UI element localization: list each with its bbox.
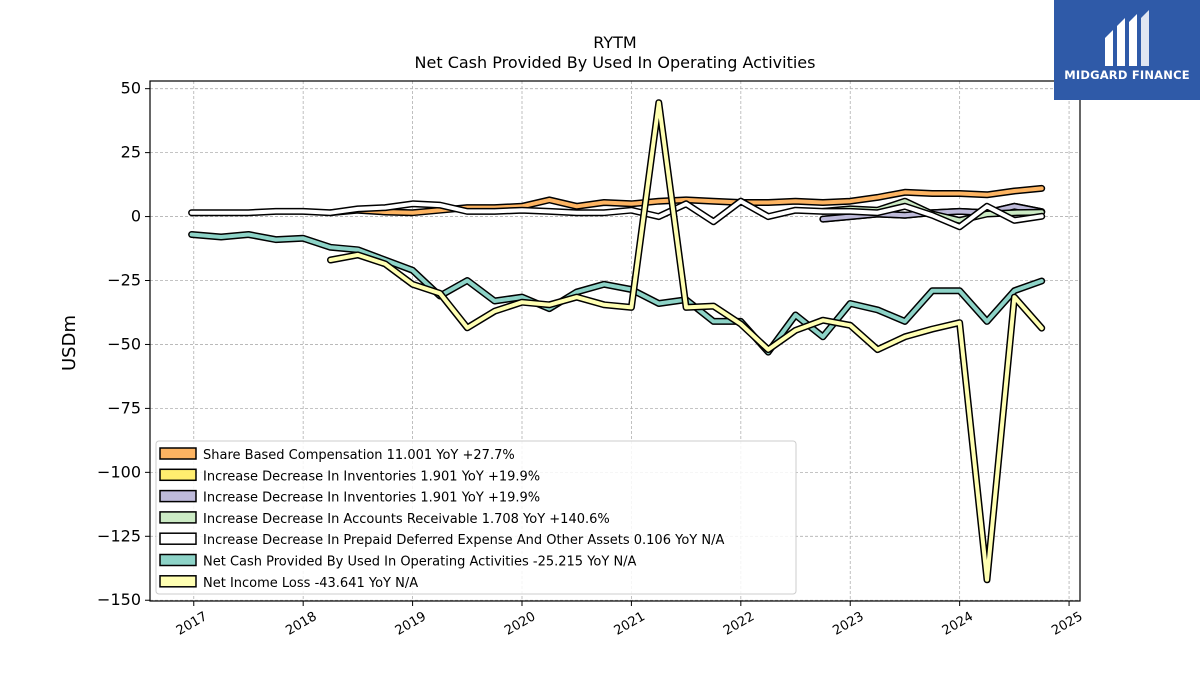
- y-tick-label: 0: [131, 207, 141, 226]
- y-tick-label: −75: [107, 398, 141, 417]
- legend-swatch: [159, 575, 197, 588]
- legend-label: Net Income Loss -43.641 YoY N/A: [203, 576, 418, 591]
- legend-label: Net Cash Provided By Used In Operating A…: [203, 555, 637, 570]
- legend-label: Share Based Compensation 11.001 YoY +27.…: [203, 448, 515, 463]
- y-tick-label: −25: [107, 271, 141, 290]
- legend-swatch: [159, 489, 197, 503]
- chart-title: RYTM: [593, 33, 636, 52]
- series-line: [189, 199, 1044, 229]
- legend-swatch: [159, 468, 197, 482]
- series-line: [189, 232, 1044, 355]
- y-tick-label: 25: [121, 143, 141, 162]
- y-tick-label: −50: [107, 334, 141, 353]
- plot-frame: [149, 80, 1081, 602]
- legend-swatch: [159, 532, 197, 545]
- y-tick-label: −100: [97, 462, 141, 481]
- legend-label: Increase Decrease In Inventories 1.901 Y…: [203, 469, 540, 484]
- y-tick-label: −150: [97, 590, 141, 609]
- series-line: [328, 100, 1044, 582]
- logo-mark-icon: [1105, 10, 1149, 66]
- chart-subtitle: Net Cash Provided By Used In Operating A…: [415, 53, 816, 72]
- legend-box: [155, 440, 797, 595]
- y-tick-label: −125: [97, 526, 141, 545]
- legend: Share Based Compensation 11.001 YoY +27.…: [155, 440, 797, 595]
- y-axis-label: USDm: [59, 315, 80, 371]
- legend-swatch: [159, 447, 197, 460]
- legend-label: Increase Decrease In Accounts Receivable…: [203, 512, 610, 527]
- brand-logo: MIDGARD FINANCE: [1054, 0, 1200, 100]
- brand-name: MIDGARD FINANCE: [1064, 68, 1190, 82]
- legend-swatch: [159, 511, 197, 524]
- legend-label: Increase Decrease In Inventories 1.901 Y…: [203, 491, 540, 506]
- y-tick-label: 50: [121, 79, 141, 98]
- legend-label: Increase Decrease In Prepaid Deferred Ex…: [203, 533, 724, 548]
- legend-swatch: [159, 553, 197, 567]
- series-group: [188, 99, 1046, 584]
